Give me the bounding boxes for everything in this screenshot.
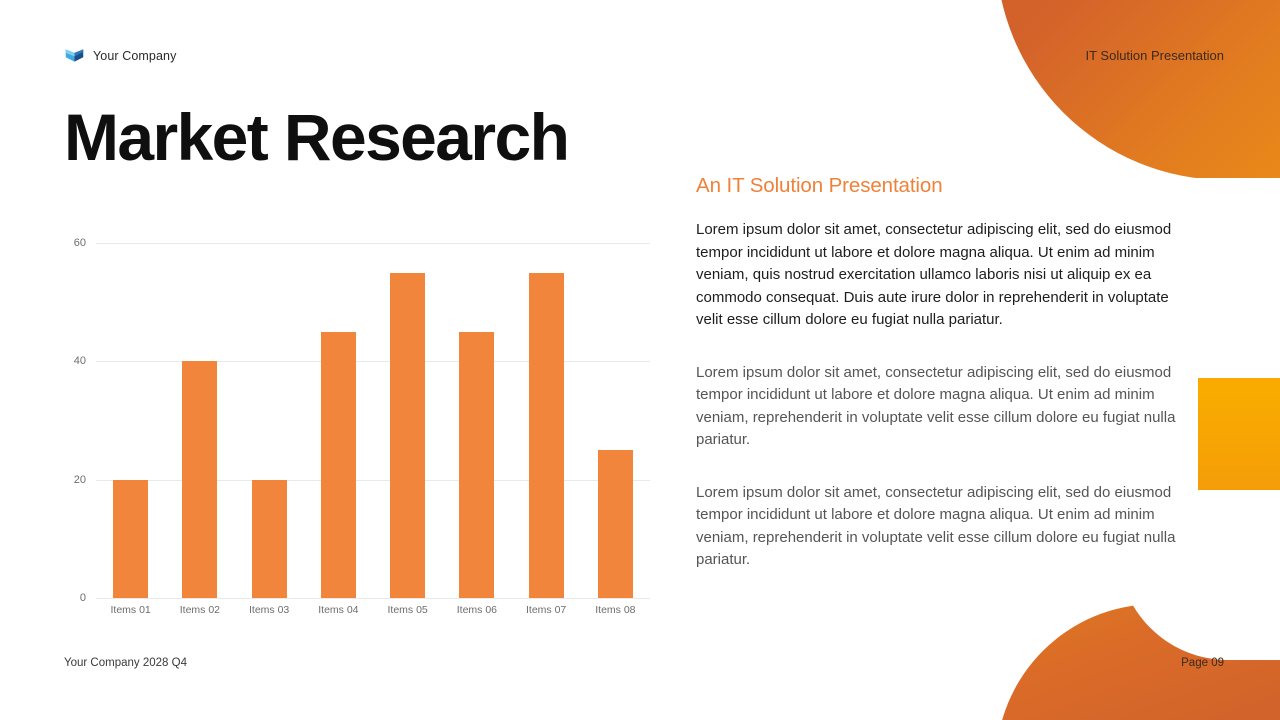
chart-bar bbox=[597, 450, 633, 598]
chart-bar-column bbox=[581, 243, 650, 598]
chart-bar-column bbox=[235, 243, 304, 598]
chart-bars bbox=[96, 243, 650, 598]
header-tag: IT Solution Presentation bbox=[1085, 48, 1224, 63]
chart-gridline: 60 bbox=[74, 237, 650, 249]
chart-x-tick-label: Items 08 bbox=[595, 604, 636, 616]
chart-bar-column bbox=[442, 243, 511, 598]
chart-x-tick-label: Items 01 bbox=[110, 604, 151, 616]
chart-x-tick-label: Items 06 bbox=[456, 604, 498, 616]
chart-plot-area: 0 20 40 60 bbox=[74, 237, 650, 604]
chart-x-axis-labels: Items 01 Items 02 Items 03 Items 04 Items 05… bbox=[96, 604, 650, 616]
chart-gridline: 40 bbox=[74, 355, 650, 367]
panel-paragraph-1: Lorem ipsum dolor sit amet, consectetur … bbox=[696, 221, 1172, 328]
chart-bar-column bbox=[165, 243, 234, 598]
chart-x-tick-label: Items 02 bbox=[179, 604, 221, 616]
chart-bar bbox=[459, 331, 495, 598]
brand-name: Your Company bbox=[93, 48, 177, 63]
chart-bar-column bbox=[304, 243, 373, 598]
company-fold-logo-icon bbox=[64, 45, 85, 66]
chart-x-tick-label: Items 04 bbox=[318, 604, 359, 616]
panel-heading: An IT Solution Presentation bbox=[696, 174, 943, 197]
brand: Your Company bbox=[64, 45, 176, 66]
bar-chart: 0 20 40 60 Items 01 Items 02 Items 03 Items 04… bbox=[64, 236, 650, 626]
chart-bar-column bbox=[373, 243, 442, 598]
chart-x-tick-label: Items 05 bbox=[387, 604, 428, 616]
chart-bar-column bbox=[96, 243, 165, 598]
panel-paragraph-2: Lorem ipsum dolor sit amet, consectetur … bbox=[696, 363, 1176, 449]
chart-y-tick-label: 40 bbox=[73, 355, 86, 368]
chart-bar bbox=[182, 361, 218, 598]
chart-gridline: 0 bbox=[80, 592, 650, 604]
chart-bar bbox=[528, 272, 564, 598]
chart-bar-column bbox=[512, 243, 581, 598]
chart-y-tick-label: 0 bbox=[79, 592, 86, 604]
footer-company: Your Company 2028 Q4 bbox=[64, 657, 187, 669]
chart-x-tick-label: Items 07 bbox=[525, 604, 567, 616]
chart-bar bbox=[320, 331, 356, 598]
chart-y-tick-label: 20 bbox=[73, 473, 86, 486]
chart-bar bbox=[390, 272, 426, 598]
footer-page-number: Page 09 bbox=[1181, 657, 1224, 669]
chart-y-tick-label: 60 bbox=[73, 237, 86, 249]
chart-bar bbox=[113, 479, 149, 598]
chart-gridline: 20 bbox=[74, 474, 650, 486]
panel-paragraph-3: Lorem ipsum dolor sit amet, consectetur … bbox=[696, 483, 1176, 569]
chart-x-tick-label: Items 03 bbox=[248, 604, 290, 616]
page-title: Market Research bbox=[64, 100, 570, 174]
text-panel: An IT Solution Presentation Lorem ipsum … bbox=[696, 174, 1180, 572]
chart-bar bbox=[251, 479, 287, 598]
